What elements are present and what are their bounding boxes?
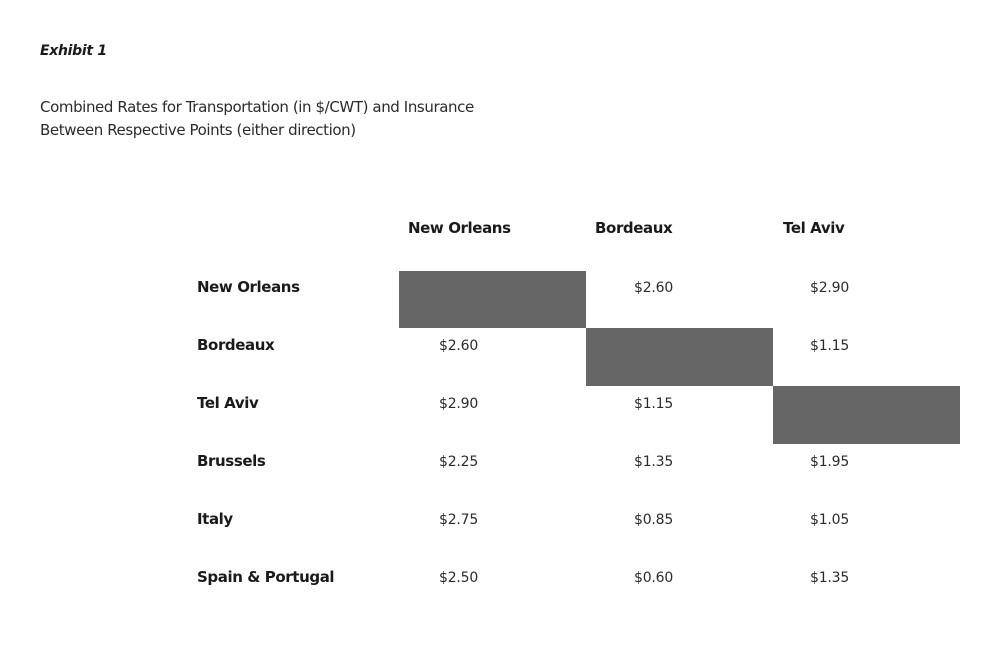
shaded-cell-new-orleans xyxy=(399,271,586,328)
shaded-cell-tel-aviv xyxy=(773,386,960,444)
table-cell: $1.15 xyxy=(634,396,674,412)
row-label-brussels: Brussels xyxy=(197,452,266,470)
shaded-cell-bordeaux xyxy=(586,328,773,386)
table-cell: $2.60 xyxy=(634,280,674,296)
table-cell: $2.50 xyxy=(439,570,479,586)
table-cell: $1.95 xyxy=(810,454,850,470)
table-cell: $0.85 xyxy=(634,512,674,528)
table-cell: $1.05 xyxy=(810,512,850,528)
exhibit-title-line-2: Between Respective Points (either direct… xyxy=(40,121,356,139)
table-cell: $2.60 xyxy=(439,338,479,354)
table-cell: $2.90 xyxy=(810,280,850,296)
table-cell: $1.35 xyxy=(810,570,850,586)
table-cell: $2.90 xyxy=(439,396,479,412)
exhibit-title-line-1: Combined Rates for Transportation (in $/… xyxy=(40,98,474,116)
table-cell: $1.35 xyxy=(634,454,674,470)
row-label-italy: Italy xyxy=(197,510,233,528)
row-label-bordeaux: Bordeaux xyxy=(197,336,275,354)
table-cell: $2.75 xyxy=(439,512,479,528)
column-header-tel-aviv: Tel Aviv xyxy=(783,219,845,237)
row-label-new-orleans: New Orleans xyxy=(197,278,300,296)
exhibit-title: Combined Rates for Transportation (in $/… xyxy=(40,96,474,142)
row-label-spain-portugal: Spain & Portugal xyxy=(197,568,335,586)
exhibit-label: Exhibit 1 xyxy=(40,43,107,59)
column-header-bordeaux: Bordeaux xyxy=(595,219,673,237)
table-cell: $1.15 xyxy=(810,338,850,354)
row-label-tel-aviv: Tel Aviv xyxy=(197,394,259,412)
table-cell: $0.60 xyxy=(634,570,674,586)
column-header-new-orleans: New Orleans xyxy=(408,219,511,237)
table-cell: $2.25 xyxy=(439,454,479,470)
